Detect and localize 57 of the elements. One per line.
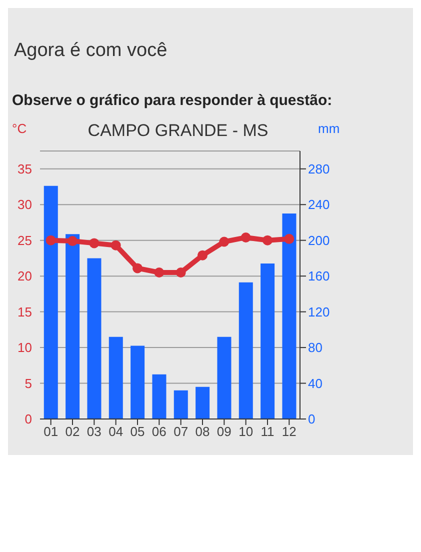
text: Agora é com você [14, 40, 168, 62]
point [219, 236, 230, 247]
y2-tick-label: 240 [308, 197, 330, 212]
y-tick-label: 30 [18, 197, 32, 212]
bar [238, 282, 253, 419]
y-tick-label: 15 [18, 304, 32, 320]
bar [152, 374, 166, 419]
bar [108, 336, 123, 419]
point [110, 240, 121, 250]
x-tick-label: 10 [238, 424, 254, 440]
bar [217, 336, 232, 419]
bar [130, 346, 145, 419]
x-tick-label: 09 [216, 424, 232, 440]
point [176, 267, 186, 278]
point [154, 267, 164, 278]
bar [174, 390, 188, 419]
y2-tick-label: 160 [308, 268, 330, 284]
x-tick-label: 12 [282, 424, 296, 440]
point [262, 235, 272, 246]
y2-axis-title: mm [318, 121, 340, 136]
bar [87, 258, 102, 419]
y-tick-label: 5 [24, 376, 32, 391]
bar [44, 186, 58, 419]
chart-title: CAMPO GRANDE - MS [88, 121, 268, 140]
x-tick-label: 02 [65, 424, 80, 440]
x-tick-label: 03 [86, 424, 102, 440]
bar [260, 264, 275, 419]
y-tick-label: 20 [18, 268, 32, 284]
x-tick-label: 07 [174, 424, 188, 440]
bar [66, 234, 80, 419]
point [240, 232, 251, 242]
x-tick-label: 05 [130, 424, 145, 440]
bar [196, 386, 210, 419]
x-tick-label: 11 [260, 424, 274, 440]
y-tick-label: 35 [18, 161, 32, 176]
y2-tick-label: 280 [308, 161, 330, 176]
y-tick-label: 10 [18, 340, 32, 356]
x-tick-label: 01 [44, 424, 58, 440]
bar [282, 214, 296, 419]
y2-tick-label: 0 [308, 412, 316, 427]
point [284, 234, 294, 244]
y-axis-title: °C [12, 121, 27, 136]
y2-tick-label: 40 [308, 376, 322, 391]
y2-tick-label: 200 [308, 232, 330, 248]
y-tick-label: 0 [24, 412, 32, 427]
point [132, 263, 142, 274]
point [46, 235, 56, 246]
point [68, 236, 78, 246]
point [89, 238, 100, 248]
x-tick-label: 08 [195, 424, 210, 440]
y-tick-label: 25 [18, 232, 32, 248]
y2-tick-label: 80 [308, 340, 322, 356]
x-tick-label: 06 [152, 424, 166, 440]
x-tick-label: 04 [108, 424, 124, 440]
y2-tick-label: 120 [308, 304, 330, 320]
point [198, 250, 208, 260]
text: Observe o gráfico para responder à questão: [12, 92, 334, 109]
